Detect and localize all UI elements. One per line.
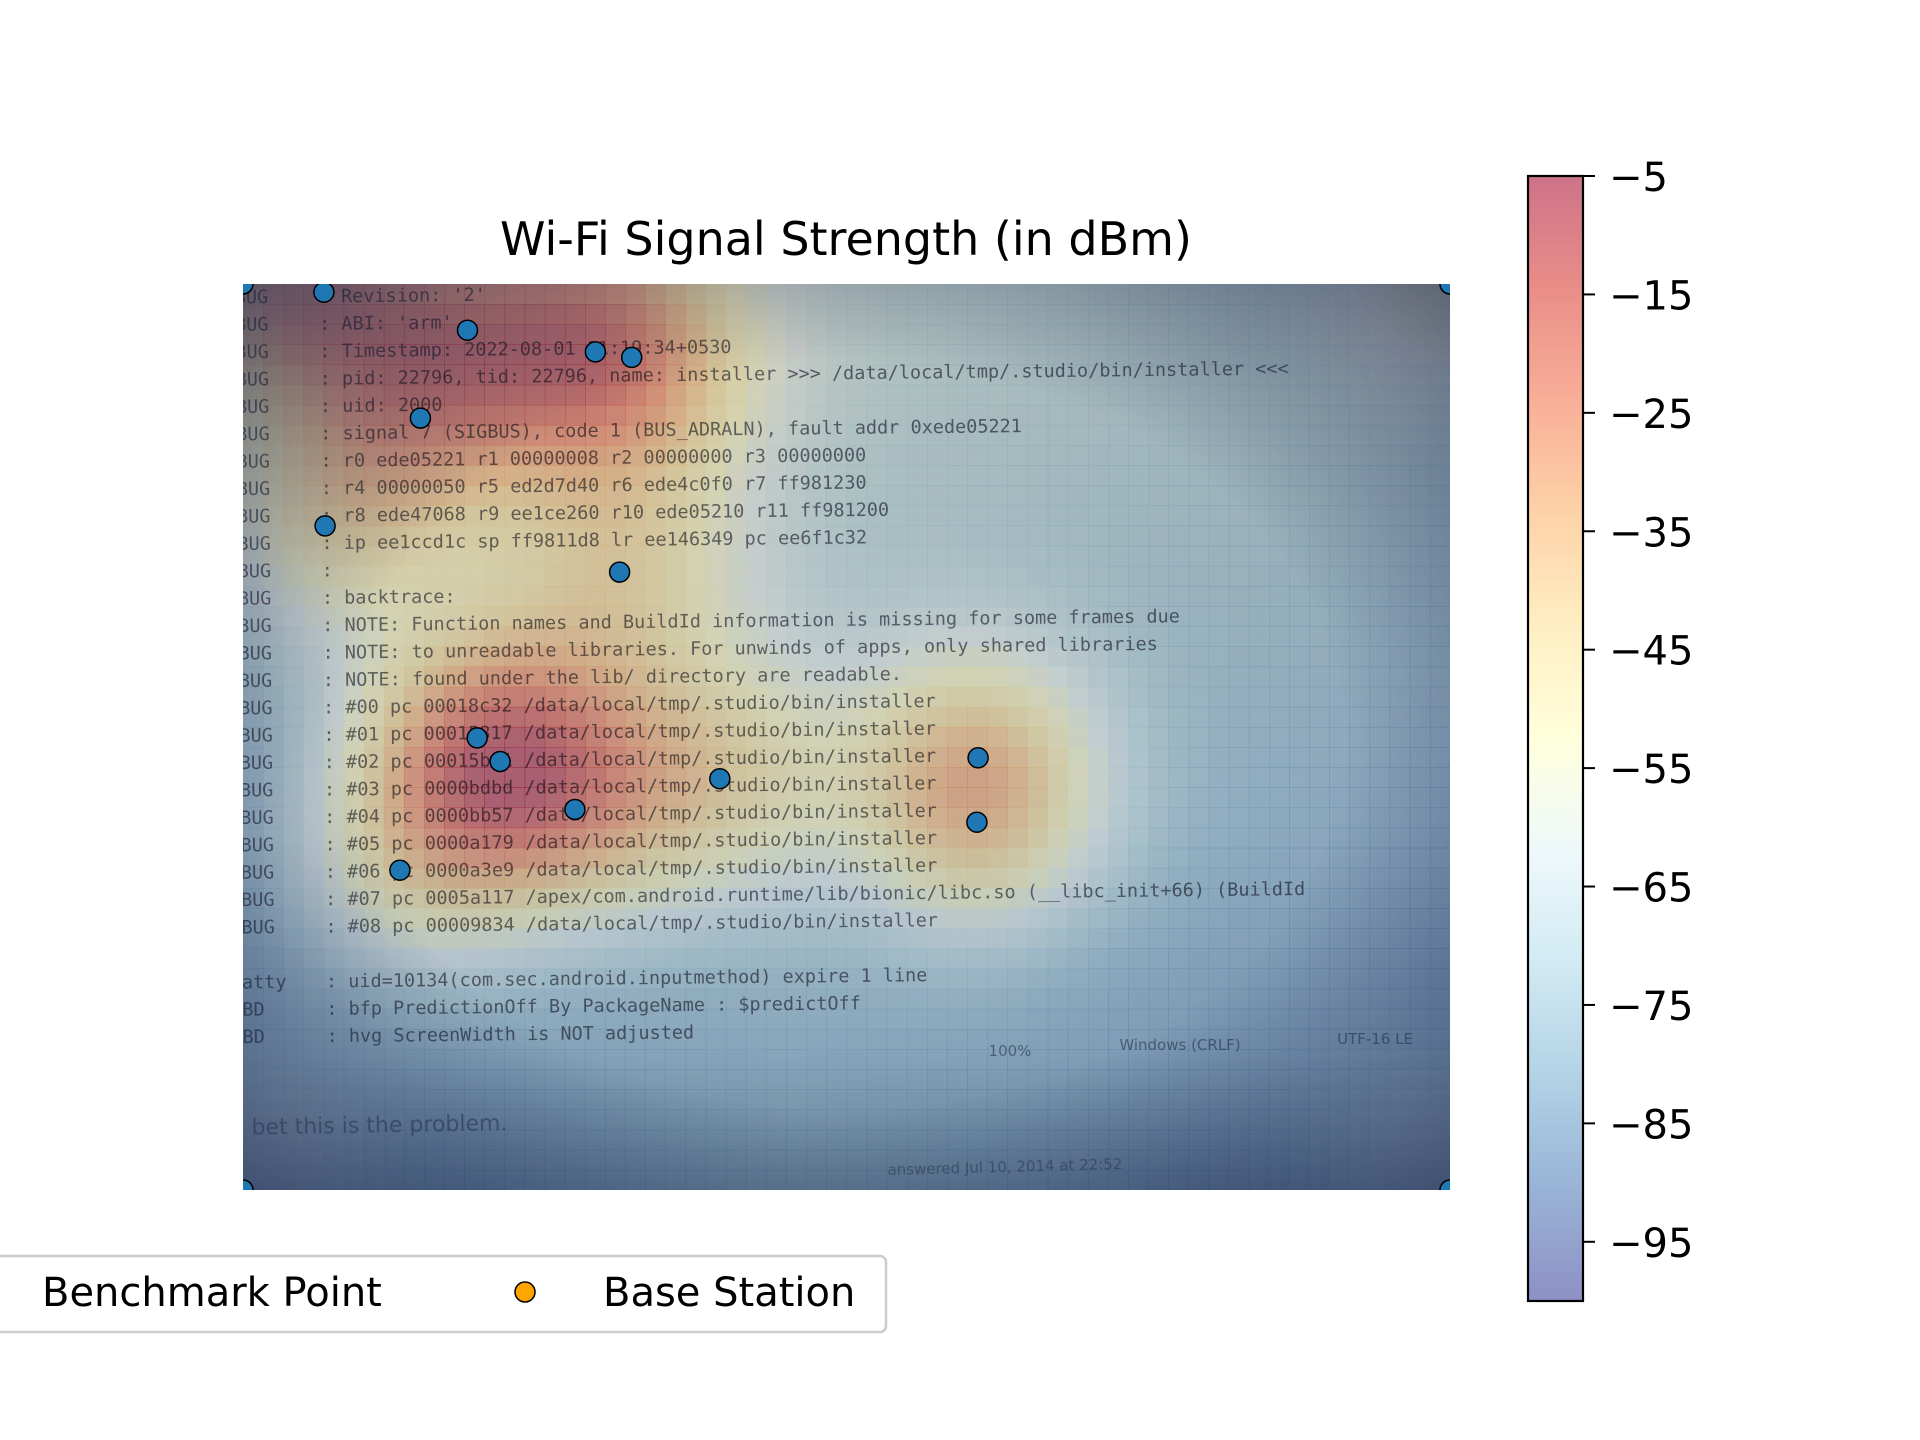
benchmark-point bbox=[466, 727, 488, 749]
benchmark-point bbox=[456, 319, 479, 341]
colorbar-ticks: −5 −15 −25 −35 −45 −55 −65 −75 −85 −95 bbox=[1583, 155, 1693, 1267]
benchmark-point bbox=[584, 341, 607, 363]
colorbar-tick-label: −5 bbox=[1609, 155, 1668, 201]
benchmark-point bbox=[709, 767, 731, 790]
benchmark-point bbox=[313, 284, 335, 303]
colorbar-tick-label: −75 bbox=[1609, 984, 1693, 1030]
benchmark-point bbox=[564, 798, 586, 821]
benchmark-point bbox=[409, 407, 432, 429]
colorbar-tick-label: −35 bbox=[1609, 510, 1693, 556]
colorbar-tick-label: −65 bbox=[1609, 866, 1693, 912]
colorbar-tick-label: −25 bbox=[1609, 392, 1693, 438]
benchmark-points bbox=[243, 284, 1450, 1190]
legend: Benchmark Point Base Station bbox=[0, 1254, 888, 1334]
colorbar-tick-label: −95 bbox=[1609, 1221, 1693, 1267]
benchmark-point bbox=[489, 750, 511, 773]
colorbar-tick-label: −15 bbox=[1609, 273, 1693, 319]
colorbar: −5 −15 −25 −35 −45 −55 −65 −75 −85 −95 bbox=[1526, 155, 1693, 1303]
chart-title: Wi-Fi Signal Strength (in dBm) bbox=[500, 212, 1192, 266]
benchmark-point bbox=[243, 284, 254, 295]
colorbar-frame bbox=[1526, 174, 1585, 1303]
benchmark-point bbox=[608, 561, 631, 583]
colorbar-gradient bbox=[1528, 176, 1583, 1301]
benchmark-point bbox=[243, 1179, 254, 1190]
colorbar-tick-label: −55 bbox=[1609, 747, 1693, 793]
legend-label-benchmark-point: Benchmark Point bbox=[42, 1270, 382, 1316]
plot-area: BUG: Revision: '2'BUG: ABI: 'arm'BUG: Ti… bbox=[243, 284, 1450, 1190]
benchmark-point bbox=[389, 859, 411, 881]
colorbar-tick-label: −85 bbox=[1609, 1102, 1693, 1148]
benchmark-point bbox=[966, 811, 988, 833]
benchmark-point bbox=[1439, 284, 1450, 295]
legend-label-base-station: Base Station bbox=[603, 1270, 855, 1316]
benchmark-point bbox=[1439, 1179, 1450, 1190]
legend-frame bbox=[0, 1254, 888, 1334]
benchmark-point bbox=[620, 346, 643, 369]
benchmark-point bbox=[314, 515, 336, 537]
benchmark-point bbox=[967, 747, 989, 769]
legend-marker-base-station bbox=[514, 1281, 536, 1303]
colorbar-tick-label: −45 bbox=[1609, 629, 1693, 675]
vignette bbox=[243, 284, 1450, 1190]
